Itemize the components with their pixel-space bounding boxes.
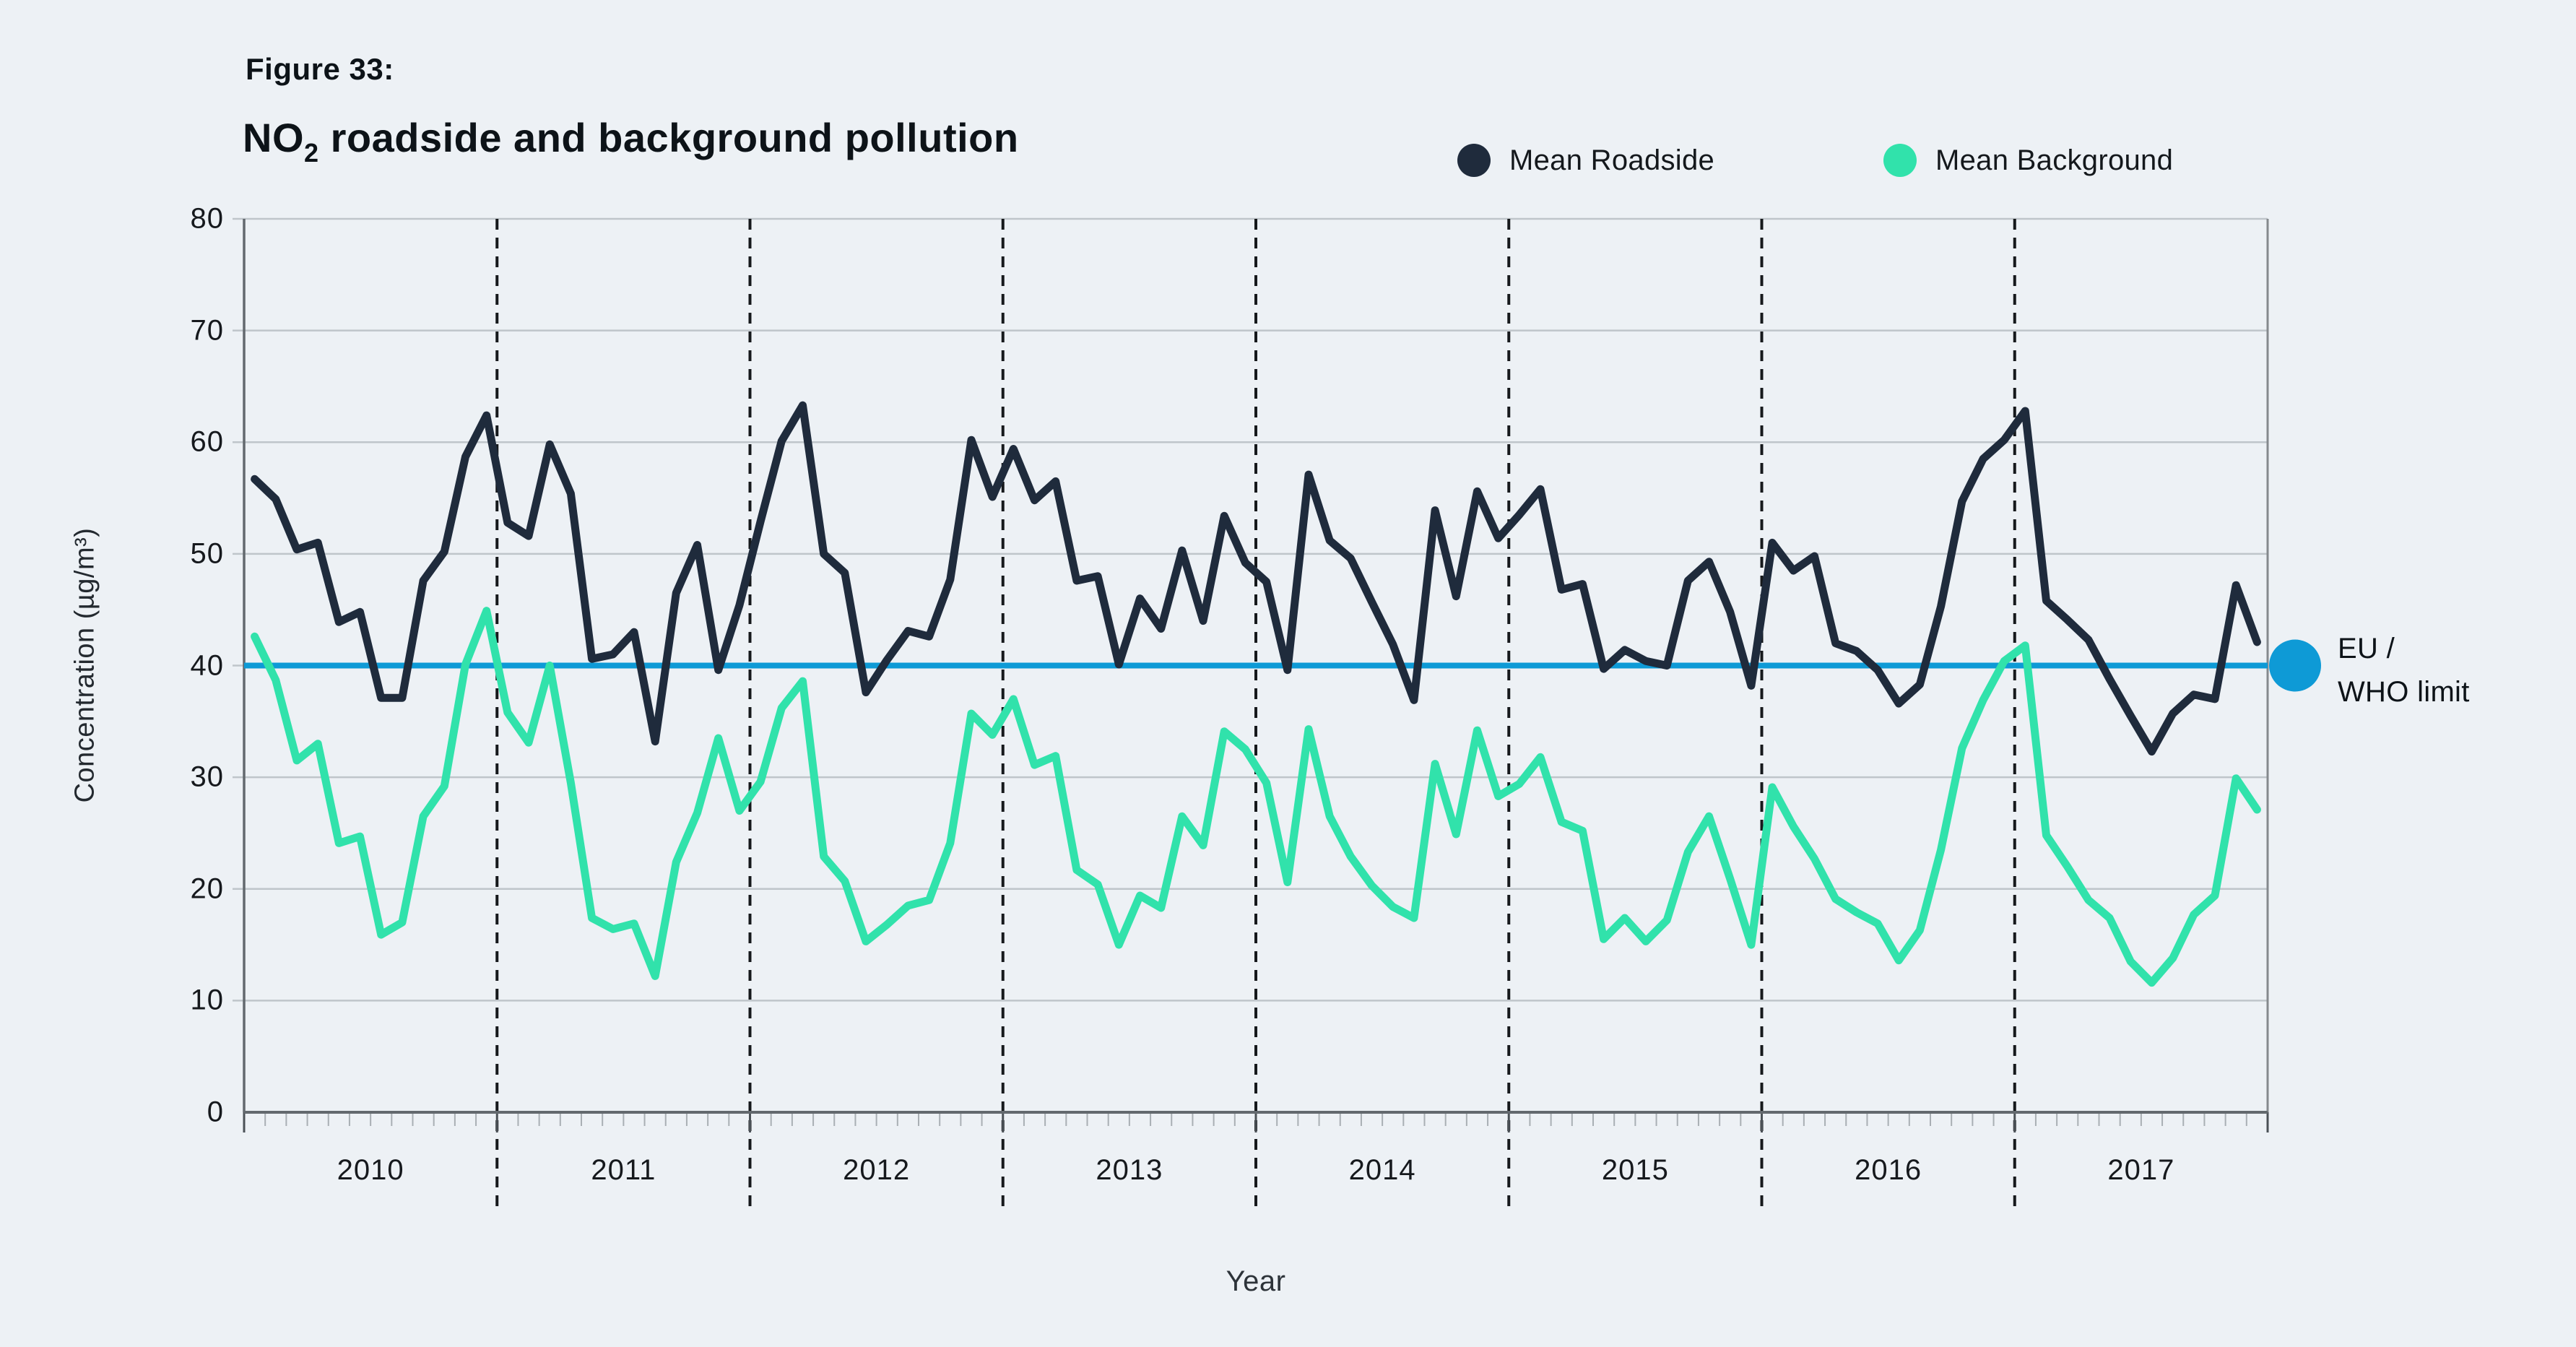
year-label-2015: 2015 (1601, 1154, 1669, 1186)
figure-label: Figure 33: (246, 52, 394, 86)
limit-annotation-label: EU / WHO limit (2338, 627, 2470, 714)
year-label-2017: 2017 (2107, 1154, 2175, 1186)
year-label-2010: 2010 (337, 1154, 404, 1186)
y-tick-label-80: 80 (190, 202, 224, 235)
y-tick-label-60: 60 (190, 425, 224, 458)
background-legend-dot-icon (1883, 144, 1917, 177)
chart-title-subscript: 2 (304, 138, 319, 168)
chart-title-prefix: NO (243, 115, 304, 160)
y-axis-title: Concentration (µg/m³) (69, 527, 100, 803)
year-label-2016: 2016 (1855, 1154, 1922, 1186)
year-label-2013: 2013 (1096, 1154, 1163, 1186)
legend-item-background: Mean Background (1883, 142, 2173, 179)
y-tick-label-40: 40 (190, 649, 224, 681)
y-tick-label-10: 10 (190, 984, 224, 1016)
roadside-legend-dot-icon (1457, 144, 1491, 177)
legend-label-roadside: Mean Roadside (1509, 144, 1715, 176)
y-tick-label-20: 20 (190, 872, 224, 905)
y-tick-label-0: 0 (207, 1096, 224, 1128)
chart-title-suffix: roadside and background pollution (318, 115, 1019, 160)
x-axis-title: Year (1226, 1265, 1286, 1297)
chart-title: NO2 roadside and background pollution (243, 114, 1019, 166)
year-label-2014: 2014 (1348, 1154, 1416, 1186)
y-tick-label-70: 70 (190, 314, 224, 347)
limit-label-line1: EU / (2338, 633, 2395, 664)
limit-label-line2: WHO limit (2338, 676, 2470, 708)
legend-label-background: Mean Background (1935, 144, 2174, 176)
year-label-2011: 2011 (591, 1154, 656, 1186)
year-label-2012: 2012 (843, 1154, 911, 1186)
y-tick-label-50: 50 (190, 537, 224, 570)
y-tick-label-30: 30 (190, 761, 224, 793)
legend-item-roadside: Mean Roadside (1457, 142, 1714, 179)
